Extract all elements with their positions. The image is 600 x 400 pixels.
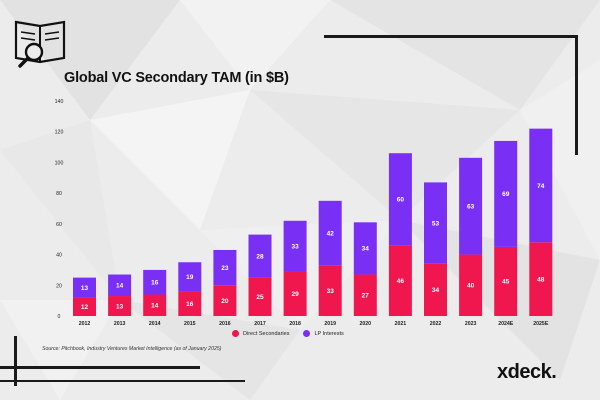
bar-direct-secondaries <box>248 277 272 316</box>
data-label-direct: 45 <box>502 279 510 286</box>
data-label-direct: 34 <box>432 287 440 294</box>
legend-item-lp: LP Interests <box>303 330 344 337</box>
data-label-lp: 63 <box>467 203 475 210</box>
x-tick-label: 2014 <box>149 321 161 327</box>
bar-lp-interests <box>494 140 518 247</box>
bar-direct-secondaries <box>213 285 237 316</box>
data-label-direct: 27 <box>362 293 370 300</box>
frame-line-top <box>324 35 578 38</box>
x-tick-label: 2017 <box>254 321 266 327</box>
data-label-lp: 16 <box>151 280 159 287</box>
data-label-lp: 53 <box>432 220 440 227</box>
bar-direct-secondaries <box>283 271 307 316</box>
bar-lp-interests <box>283 220 307 272</box>
bar-direct-secondaries <box>459 254 483 316</box>
bar-lp-interests <box>143 269 167 295</box>
data-label-direct: 46 <box>397 278 405 285</box>
data-label-direct: 12 <box>81 304 89 311</box>
frame-line-right <box>575 35 578 155</box>
y-tick-label: 80 <box>56 191 62 197</box>
x-tick-label: 2013 <box>114 321 126 327</box>
x-tick-label: 2024E <box>498 321 514 327</box>
x-tick-label: 2020 <box>360 321 372 327</box>
y-tick-label: 60 <box>56 222 62 228</box>
bar-direct-secondaries <box>108 296 132 316</box>
legend-swatch-direct <box>232 330 239 337</box>
bar-lp-interests <box>248 234 272 278</box>
x-tick-label: 2018 <box>289 321 301 327</box>
frame-line-lower <box>0 380 245 382</box>
bar-lp-interests <box>353 222 377 275</box>
bar-lp-interests <box>424 182 447 264</box>
legend-swatch-lp <box>303 330 311 337</box>
bar-lp-interests <box>529 128 553 243</box>
data-label-lp: 28 <box>256 253 264 260</box>
y-tick-label: 100 <box>55 160 64 166</box>
data-label-lp: 69 <box>502 191 510 198</box>
data-label-lp: 34 <box>362 246 370 253</box>
bar-lp-interests <box>73 277 96 298</box>
data-label-direct: 40 <box>467 283 475 290</box>
y-tick-label: 120 <box>55 130 64 136</box>
data-label-lp: 19 <box>186 274 194 281</box>
bar-direct-secondaries <box>353 274 377 316</box>
data-label-direct: 29 <box>291 291 299 298</box>
data-label-lp: 14 <box>116 283 124 290</box>
bar-lp-interests <box>388 153 412 246</box>
bar-direct-secondaries <box>529 242 553 316</box>
data-label-direct: 14 <box>151 303 159 310</box>
y-tick-label: 40 <box>56 253 62 259</box>
x-tick-label: 2012 <box>79 321 91 327</box>
legend-label-lp: LP Interests <box>314 330 344 337</box>
frame-line-bottom <box>0 366 200 369</box>
data-label-direct: 16 <box>186 301 194 308</box>
bar-lp-interests <box>459 157 483 255</box>
bar-direct-secondaries <box>494 246 518 316</box>
bar-lp-interests <box>178 262 202 292</box>
bar-direct-secondaries <box>73 297 96 316</box>
x-tick-label: 2021 <box>395 321 407 327</box>
x-tick-label: 2025E <box>533 321 549 327</box>
book-search-logo-icon <box>14 20 66 68</box>
bar-lp-interests <box>318 200 342 266</box>
chart-legend: Direct Secondaries LP Interests <box>232 330 344 337</box>
bar-direct-secondaries <box>178 291 202 316</box>
legend-label-direct: Direct Secondaries <box>243 330 290 337</box>
data-label-direct: 33 <box>327 288 335 295</box>
x-tick-label: 2015 <box>184 321 196 327</box>
data-label-lp: 23 <box>221 265 229 272</box>
x-tick-label: 2016 <box>219 321 231 327</box>
chart-title: Global VC Secondary TAM (in $B) <box>64 70 289 86</box>
x-tick-label: 2019 <box>324 321 336 327</box>
data-label-lp: 33 <box>291 243 299 250</box>
bar-direct-secondaries <box>388 245 412 316</box>
data-label-direct: 48 <box>537 276 545 283</box>
data-label-lp: 42 <box>327 230 335 237</box>
bar-direct-secondaries <box>424 263 447 316</box>
brand-logo: xdeck. <box>497 361 557 383</box>
y-tick-label: 20 <box>56 283 62 289</box>
frame-line-left <box>14 336 17 386</box>
source-note: Source: Pitchbook, Industry Ventures Mar… <box>42 346 222 352</box>
data-label-direct: 20 <box>221 298 229 305</box>
bar-lp-interests <box>213 249 237 286</box>
bar-direct-secondaries <box>318 265 342 316</box>
y-tick-label: 0 <box>58 314 61 320</box>
data-label-direct: 13 <box>116 303 124 310</box>
data-label-lp: 74 <box>537 183 545 190</box>
x-tick-label: 2022 <box>430 321 442 327</box>
y-tick-label: 140 <box>55 99 64 105</box>
bar-lp-interests <box>108 274 132 297</box>
data-label-direct: 25 <box>256 294 264 301</box>
x-tick-label: 2023 <box>465 321 477 327</box>
data-label-lp: 60 <box>397 197 405 204</box>
bar-direct-secondaries <box>143 294 167 316</box>
data-label-lp: 13 <box>81 285 89 292</box>
legend-item-direct: Direct Secondaries <box>232 330 289 337</box>
